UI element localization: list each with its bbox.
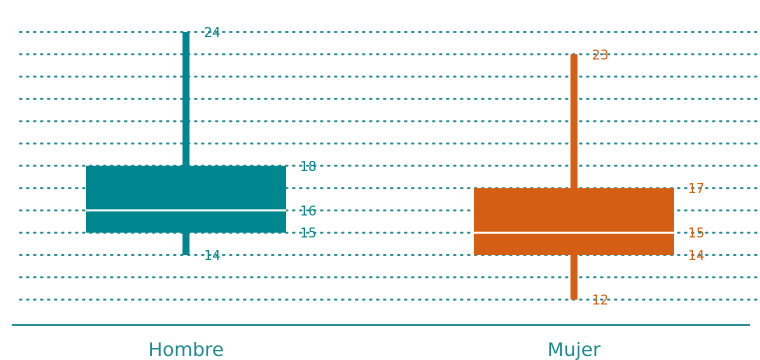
label-q1: 14 — [688, 249, 705, 264]
box-iqr — [86, 165, 286, 233]
category-label: Hombre — [148, 339, 224, 360]
box-mujer: 23 17 15 14 12 — [474, 48, 705, 309]
label-q3: 18 — [300, 160, 317, 175]
label-q1: 15 — [300, 227, 317, 242]
label-q3: 17 — [688, 182, 705, 197]
category-label: Mujer — [547, 339, 600, 360]
label-max: 23 — [592, 48, 609, 63]
x-axis-labels: Hombre Mujer — [148, 339, 601, 360]
label-median: 16 — [300, 204, 317, 219]
box-iqr — [474, 188, 674, 255]
label-median: 15 — [688, 227, 705, 242]
box-hombre: 24 18 16 15 14 — [86, 26, 317, 264]
label-min: 14 — [204, 249, 221, 264]
label-max: 24 — [204, 26, 221, 41]
label-min: 12 — [592, 294, 609, 309]
box-plots: 24 18 16 15 14 23 17 15 14 12 — [86, 26, 705, 309]
